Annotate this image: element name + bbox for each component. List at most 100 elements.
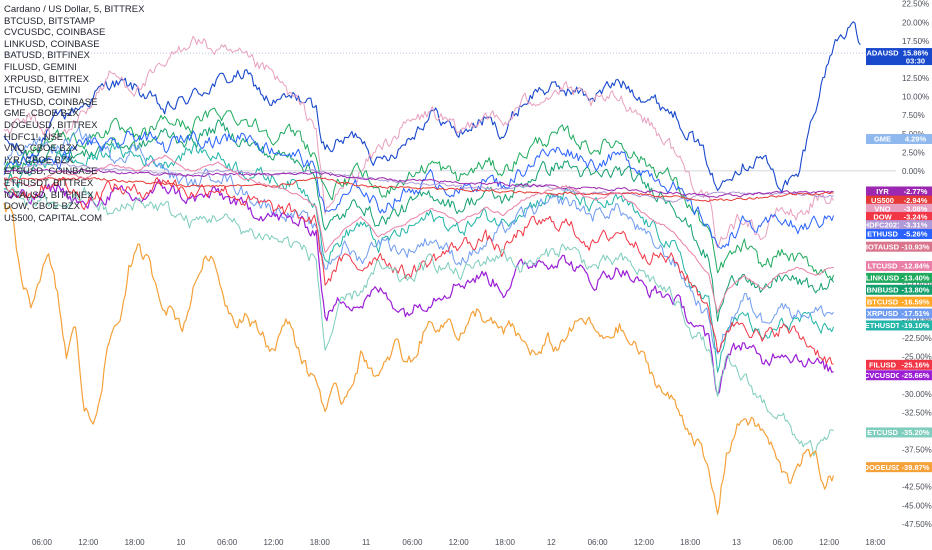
value-tag-name: HDFC2021: [864, 221, 902, 230]
legend-entry: LINKUSD, COINBASE: [4, 38, 100, 50]
value-tag: DOW -3.24%: [866, 211, 932, 222]
legend-entry: BTCUSD, BITSTAMP: [4, 15, 96, 27]
value-tag-name: LINKUSD: [866, 274, 900, 283]
value-tag: GME 4.29%: [866, 134, 932, 145]
value-tag-name: XRPUSD: [867, 309, 899, 318]
value-tag-value: -25.16%: [902, 360, 930, 369]
y-tick-label: -47.50%: [902, 520, 932, 529]
value-tag-name: DOGEUSD: [864, 463, 903, 472]
value-tag: VNQ -3.08%: [866, 203, 932, 214]
value-tag-name-box: [866, 462, 899, 473]
x-tick-label: 12:00: [449, 538, 470, 547]
value-tag-value-box: [899, 211, 932, 222]
value-tag-name-box: [866, 370, 899, 381]
value-tag-name-box: [866, 308, 899, 319]
series-line: [3, 154, 834, 314]
x-tick-label: 12:00: [263, 538, 284, 547]
x-tick-label: 12:00: [819, 538, 840, 547]
series-line: [3, 126, 834, 355]
x-axis: 06:00 12:00 18:00 10 06:00 12:00 18:00 11 06:00 1…: [32, 538, 886, 547]
value-tag-value-box: [899, 359, 932, 370]
value-tag-value-box: [899, 220, 932, 231]
legend-entry: XRPUSD, BITTREX: [4, 73, 89, 85]
y-tick-label: 10.00%: [902, 93, 929, 102]
value-tag-name-box: [866, 284, 899, 295]
legend-entry: DOW, CBOE BZX: [4, 201, 81, 213]
legend-entry: FILUSD, GEMINI: [4, 61, 77, 73]
value-tag: ETCUSD -35.20%: [866, 427, 932, 438]
value-tag-name-box: [866, 186, 899, 197]
value-tag: US500 -2.94%: [866, 195, 932, 206]
y-tick-label: 20.00%: [902, 18, 929, 27]
value-tag-value-box: [899, 241, 932, 252]
value-tag: XRPUSD -17.51%: [866, 308, 932, 319]
value-tag-value: -10.93%: [902, 242, 930, 251]
value-tag-name-box: [866, 203, 899, 214]
y-tick-label: -45.00%: [902, 501, 932, 510]
x-tick-label: 18:00: [680, 538, 701, 547]
value-tag-name: DOW: [873, 213, 892, 222]
x-tick-label: 18:00: [125, 538, 146, 547]
y-tick-label: -37.50%: [902, 446, 932, 455]
value-tag: IOTAUSD -10.93%: [866, 241, 932, 252]
x-tick-label: 12:00: [634, 538, 655, 547]
x-tick-label: 18:00: [865, 538, 886, 547]
value-tag-value: -19.10%: [902, 321, 930, 330]
y-tick-label: 0.00%: [902, 167, 925, 176]
x-tick-label: 06:00: [773, 538, 794, 547]
value-tag: ADAUSD 15.86%03:30: [866, 48, 932, 66]
value-tag-value-box: [899, 261, 932, 272]
y-tick-label: -22.50%: [902, 334, 932, 343]
series-line: [3, 119, 835, 322]
legend-entry: ETCUSD, COINBASE: [4, 166, 98, 178]
legend-entry: IYR, CBOE BZX: [4, 154, 74, 166]
series-line: [3, 202, 835, 515]
legend-entry: GME, CBOE BZX: [4, 108, 79, 120]
series-line: [3, 35, 835, 249]
value-tag-value-box: [899, 203, 932, 214]
value-tag-value: -3.24%: [904, 213, 928, 222]
legend-entry: IOTAUSD, BITFINEX: [4, 189, 94, 201]
value-tag: DOGEUSD -39.87%: [864, 462, 932, 473]
value-tag-value: -25.66%: [902, 371, 930, 380]
value-tag-value-box: [899, 272, 932, 283]
value-tag-name: ADAUSD: [866, 49, 899, 58]
chart-title: Cardano / US Dollar, 5, BITTREX: [4, 4, 145, 15]
x-tick-label: 12:00: [78, 538, 99, 547]
value-tag: ETHUSD -5.26%: [866, 229, 932, 240]
value-tag: ETHUSDT -19.10%: [865, 320, 932, 331]
value-tag-value: -35.20%: [902, 428, 930, 437]
series-line: [3, 168, 834, 198]
value-tag-value: -3.08%: [904, 204, 928, 213]
value-tag-name: IOTAUSD: [866, 242, 900, 251]
legend-entry: VNQ, CBOE BZX: [4, 143, 78, 155]
value-tag-value: -2.94%: [904, 196, 928, 205]
value-tag-name: GME: [874, 135, 891, 144]
series-line: [3, 162, 834, 203]
legend-entry: CVCUSDC, COINBASE: [4, 27, 106, 39]
legend-entry: ETHUSD, COINBASE: [4, 96, 98, 108]
legend-entry: ETHUSDT, BITTREX: [4, 177, 94, 189]
series-line: [3, 130, 835, 249]
value-tag-name: ETHUSDT: [865, 321, 901, 330]
x-tick-label: 06:00: [588, 538, 609, 547]
value-tag-name-box: [866, 359, 899, 370]
value-tag-extra: 03:30: [906, 57, 925, 66]
value-tag-value: -16.59%: [902, 297, 930, 306]
value-tag-value-box: [899, 186, 932, 197]
value-tag: FILUSD -25.16%: [866, 359, 932, 370]
value-tag-value: -12.84%: [902, 262, 930, 271]
value-tag-name: FILUSD: [869, 360, 897, 369]
value-tag-value-box: [899, 370, 932, 381]
value-tag-name: BNBUSD: [866, 285, 899, 294]
value-tag-name-box: [866, 241, 899, 252]
value-tag: CVCUSDC -25.66%: [864, 370, 932, 381]
y-tick-label: -42.50%: [902, 483, 932, 492]
value-tag: BNBUSD -13.80%: [866, 284, 932, 295]
value-tag-value: -13.80%: [902, 285, 930, 294]
value-tag-name-box: [866, 261, 899, 272]
value-tag-value-box: [899, 308, 932, 319]
last-value-tags: ADAUSD 15.86%03:30 GME 4.29% IYR -2.77% US500 -…: [864, 48, 932, 473]
value-tag-value: -2.77%: [904, 187, 928, 196]
value-tag-value-box: [899, 284, 932, 295]
